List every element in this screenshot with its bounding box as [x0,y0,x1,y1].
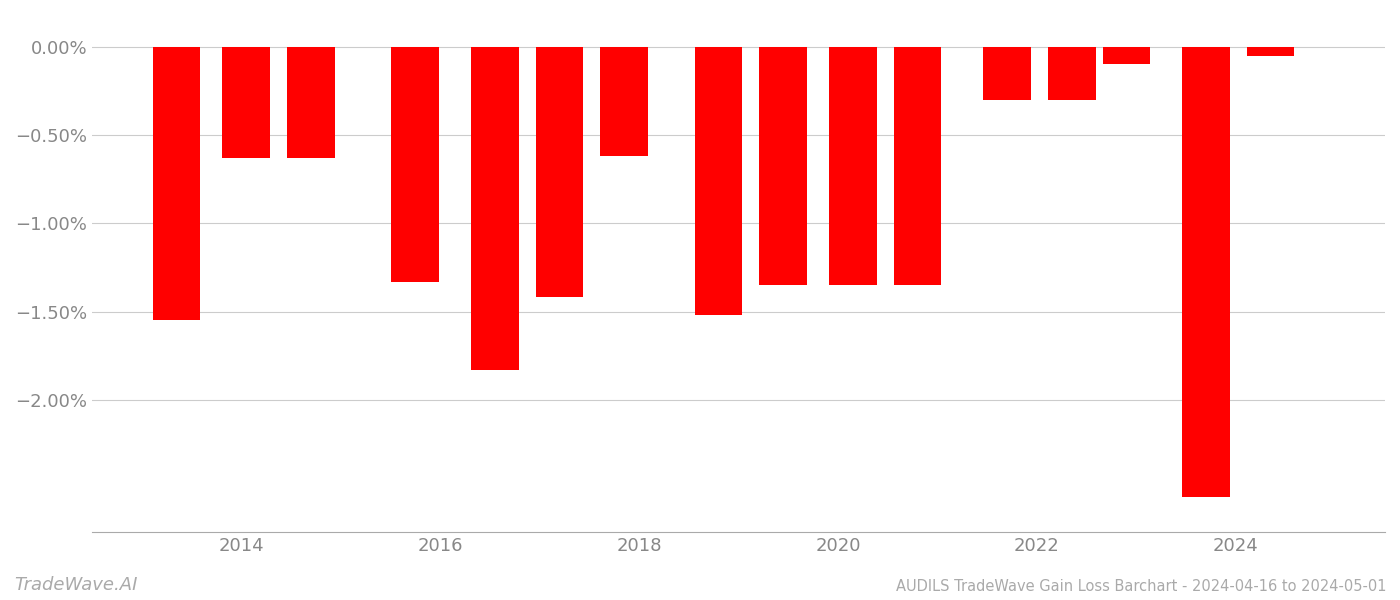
Bar [983,47,1030,100]
Bar [1247,47,1295,56]
Text: AUDILS TradeWave Gain Loss Barchart - 2024-04-16 to 2024-05-01: AUDILS TradeWave Gain Loss Barchart - 20… [896,579,1386,594]
Bar [829,47,876,285]
Bar [536,47,584,298]
Bar [694,47,742,315]
Bar [601,47,648,156]
Text: TradeWave.AI: TradeWave.AI [14,576,137,594]
Bar [287,47,335,158]
Bar [1047,47,1096,100]
Bar [223,47,270,158]
Bar [153,47,200,320]
Bar [1103,47,1151,64]
Bar [470,47,518,370]
Bar [1182,47,1229,497]
Bar [893,47,941,285]
Bar [759,47,808,285]
Bar [392,47,440,281]
